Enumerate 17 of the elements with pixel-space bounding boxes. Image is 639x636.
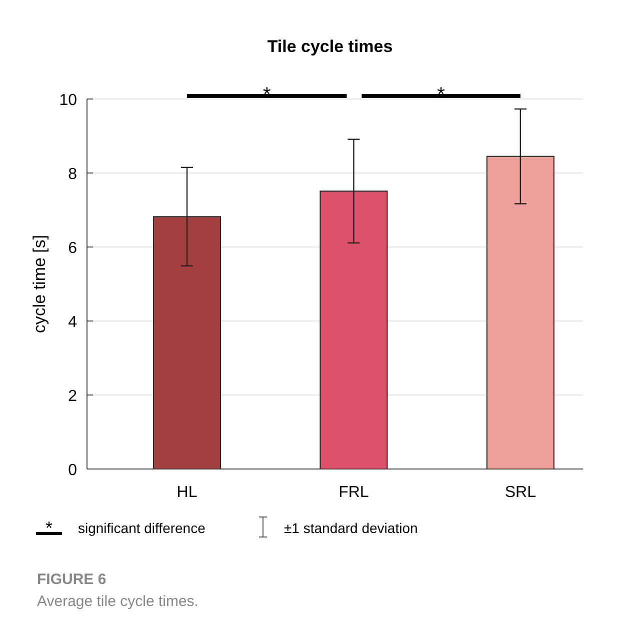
y-tick-label: 0 <box>68 462 78 479</box>
x-tick-label: HL <box>176 484 198 501</box>
text: significant difference <box>78 520 206 536</box>
y-tick-label: 10 <box>59 92 78 109</box>
caption: FIGURE 6 <box>37 571 106 588</box>
x-tick-label: SRL <box>504 484 536 501</box>
x-tick-label: FRL <box>338 484 369 501</box>
y-tick-label: 6 <box>68 240 78 257</box>
text: Average tile cycle times. <box>37 593 198 610</box>
y-tick-label: 8 <box>68 166 78 183</box>
annotation: * <box>262 84 271 106</box>
chart-title: Tile cycle times <box>267 37 393 56</box>
y-tick-label: 4 <box>68 314 78 331</box>
text: ±1 standard deviation <box>284 520 418 536</box>
annotation: * <box>437 84 446 106</box>
y-tick-label: 2 <box>68 388 78 405</box>
y-axis-title: cycle time [s] <box>30 234 49 334</box>
